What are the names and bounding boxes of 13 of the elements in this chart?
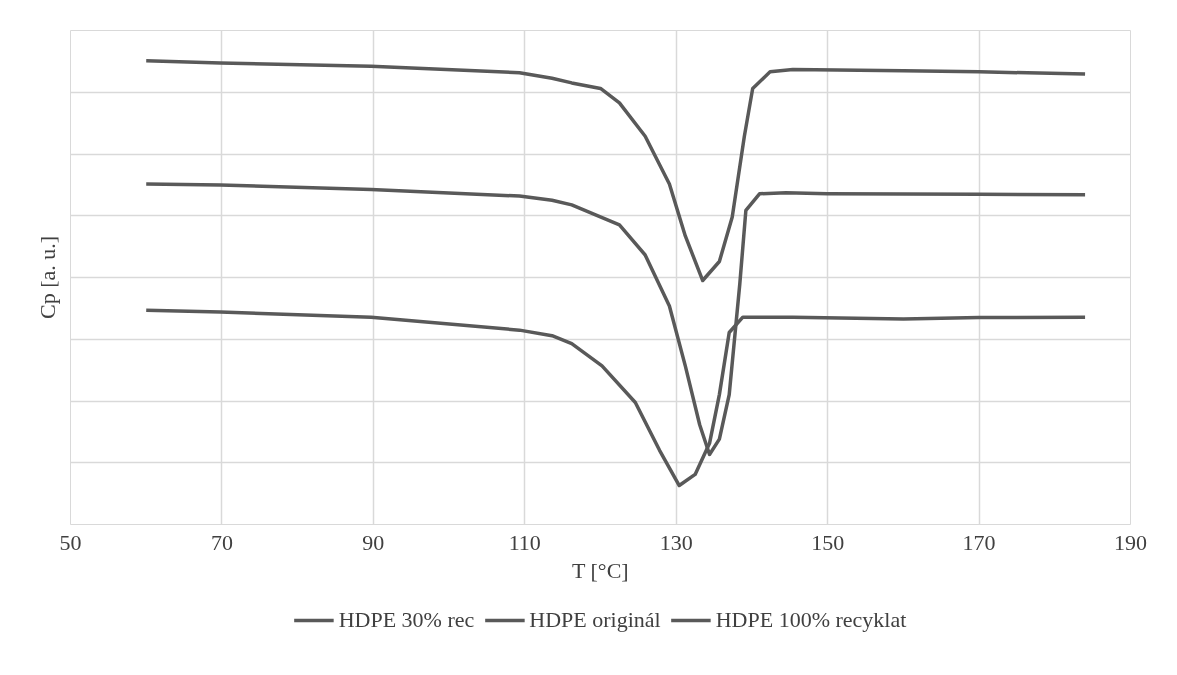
x-tick-label: 130: [659, 529, 693, 555]
x-tick-label: 90: [362, 529, 385, 555]
y-axis-title: Cp [a. u.]: [34, 235, 60, 320]
legend-label: HDPE 30% rec: [338, 607, 475, 633]
x-tick-label: 70: [210, 529, 233, 555]
x-tick-label: 110: [508, 529, 541, 555]
legend-label: HDPE 100% recyklat: [715, 607, 907, 633]
x-tick-label: 170: [962, 529, 996, 555]
x-tick-label: 190: [1114, 529, 1147, 555]
x-tick-label: 50: [59, 529, 82, 555]
x-tick-label: 150: [811, 529, 845, 555]
x-axis-title: T [°C]: [571, 557, 629, 583]
legend-label: HDPE originál: [529, 607, 661, 633]
